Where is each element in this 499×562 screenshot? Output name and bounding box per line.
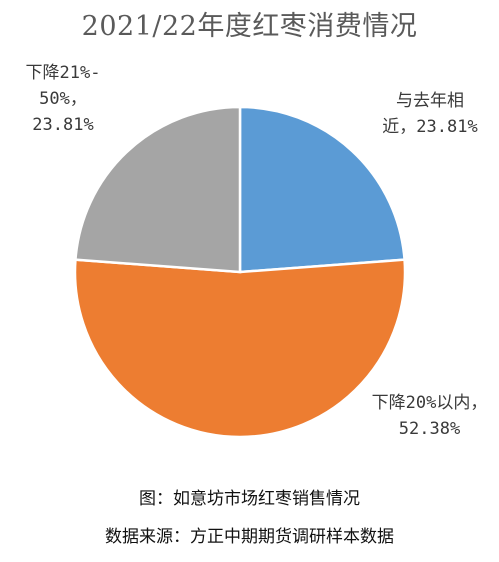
slice-decrease-21-50 (74, 105, 242, 274)
figure-caption: 图：如意坊市场红枣销售情况 (139, 489, 360, 509)
pie-chart (73, 105, 407, 439)
slice-label-similar: 与去年相 近，23.81% (382, 91, 478, 137)
pie-slices (73, 105, 407, 439)
chart-title: 2021/22年度红枣消费情况 (81, 11, 418, 42)
source-caption: 数据来源：方正中期期货调研样本数据 (105, 527, 394, 547)
slice-similar (238, 105, 406, 274)
slice-decrease-within-20 (73, 258, 407, 439)
slice-label-decrease-within-20: 下降20%以内， 52.38% (371, 393, 488, 439)
slice-label-decrease-21-50: 下降21%- 50%， 23.81% (25, 63, 101, 135)
